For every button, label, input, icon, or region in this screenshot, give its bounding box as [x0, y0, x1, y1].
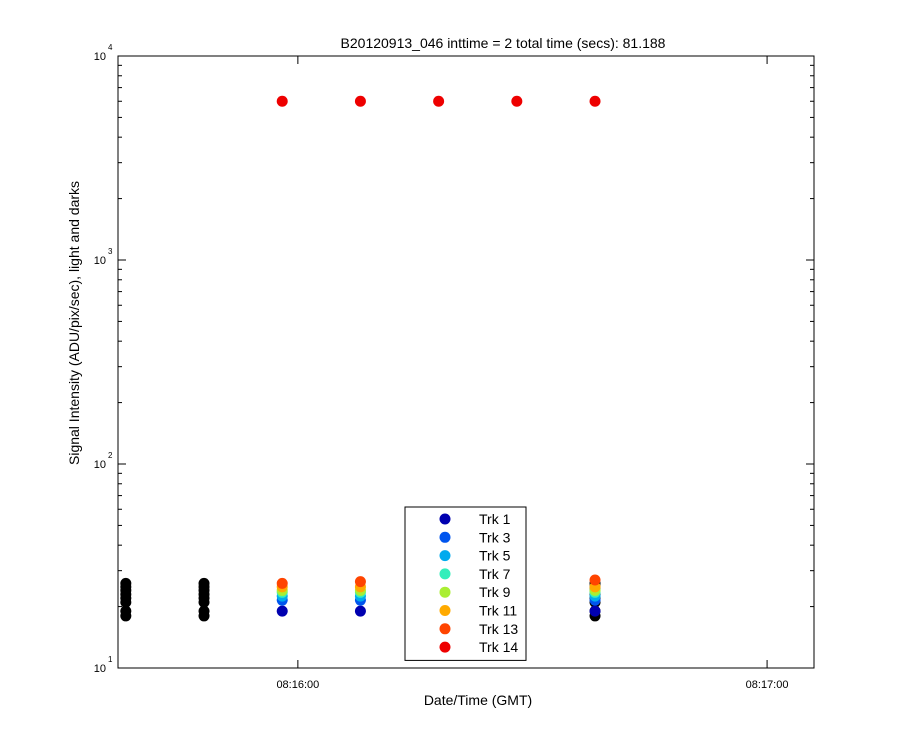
legend-marker	[439, 641, 451, 653]
series-point	[276, 577, 288, 589]
legend-marker	[439, 586, 451, 598]
legend-label: Trk 3	[479, 529, 511, 545]
legend-marker	[439, 605, 451, 616]
x-axis-label: Date/Time (GMT)	[424, 692, 532, 708]
y-tick-exponent: 2	[108, 451, 113, 460]
legend-label: Trk 5	[479, 548, 511, 564]
series-point	[589, 95, 601, 107]
series-point	[276, 95, 288, 107]
x-tick-label: 08:17:00	[746, 679, 789, 691]
y-axis-label: Signal Intensity (ADU/pix/sec), light an…	[66, 181, 82, 465]
series-point	[276, 605, 288, 617]
series-point	[354, 95, 366, 107]
dark-point	[120, 577, 132, 589]
series-point	[354, 605, 366, 617]
legend-label: Trk 13	[479, 621, 518, 637]
plot-area	[117, 55, 815, 669]
y-tick-label: 10	[94, 459, 106, 471]
y-tick-exponent: 1	[108, 655, 113, 664]
y-tick-label: 10	[94, 663, 106, 675]
legend-label: Trk 1	[479, 511, 511, 527]
legend-marker	[439, 513, 451, 525]
legend-marker	[439, 550, 451, 562]
legend-label: Trk 9	[479, 584, 511, 600]
series-point	[354, 576, 366, 588]
legend-label: Trk 14	[479, 639, 518, 655]
legend: Trk 1 Trk 3 Trk 5 Trk 7 Trk 9 Trk 11 Trk 13 Trk…	[404, 506, 527, 661]
data-points	[120, 95, 601, 622]
y-tick-exponent: 3	[108, 247, 113, 256]
dark-point	[198, 605, 210, 617]
dark-point	[198, 577, 210, 589]
y-tick-exponent: 4	[108, 43, 113, 52]
dark-point	[120, 605, 132, 617]
legend-marker	[439, 623, 451, 635]
chart-title: B20120913_046 inttime = 2 total time (se…	[341, 35, 666, 51]
y-tick-label: 10	[94, 255, 106, 267]
legend-box	[404, 506, 527, 661]
series-point	[511, 95, 523, 107]
legend-label: Trk 7	[479, 566, 511, 582]
legend-marker	[439, 531, 451, 543]
series-point	[589, 605, 601, 617]
series-point	[589, 574, 601, 586]
y-tick-label: 10	[94, 51, 106, 63]
series-point	[433, 95, 445, 107]
legend-marker	[439, 568, 451, 580]
x-tick-label: 08:16:00	[276, 679, 319, 691]
legend-label: Trk 11	[479, 603, 517, 619]
